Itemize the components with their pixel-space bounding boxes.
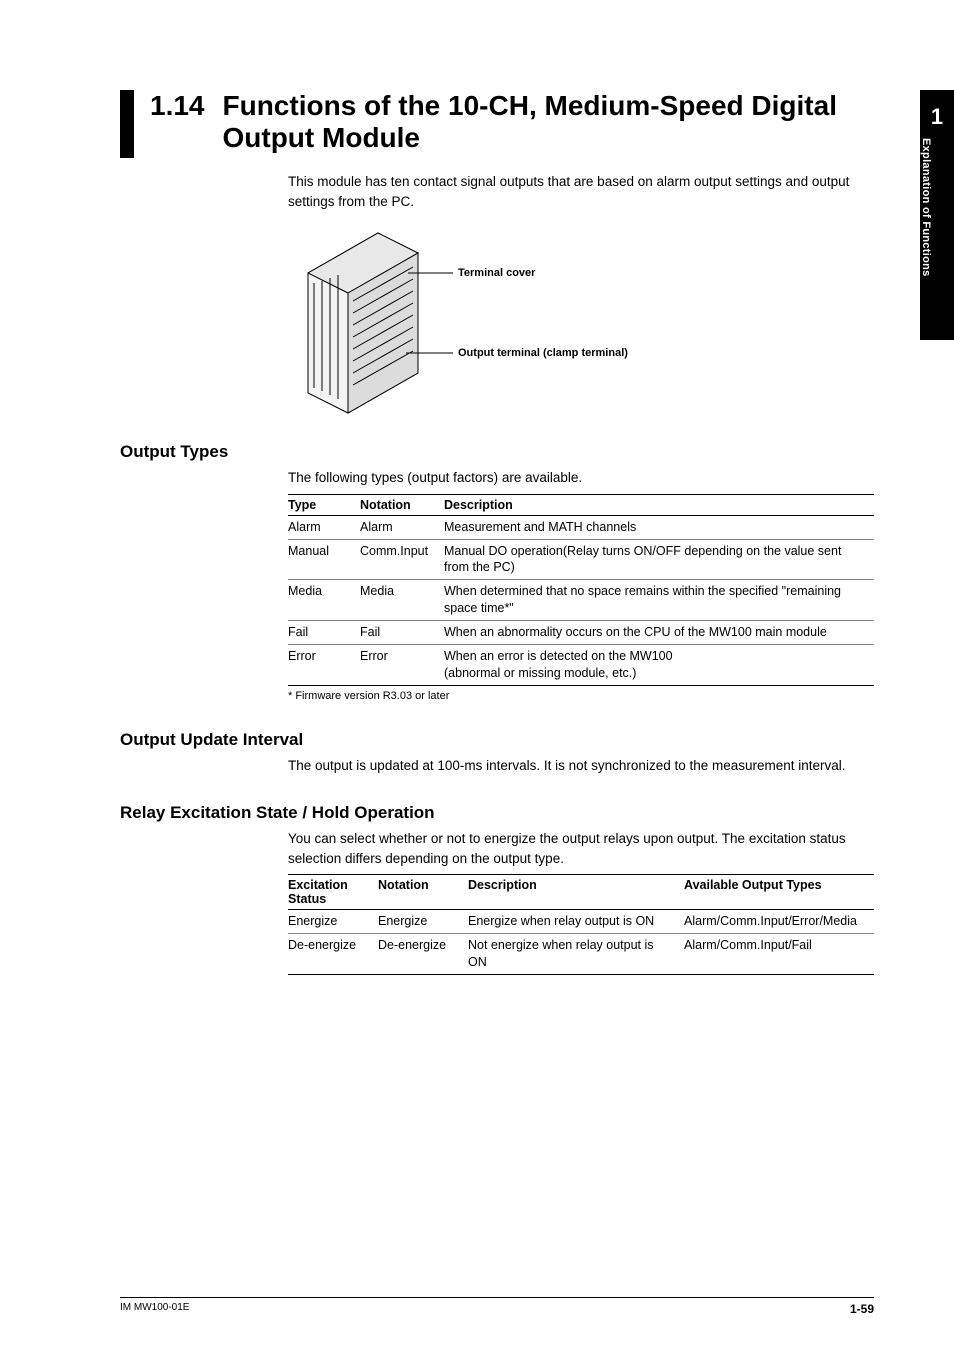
footer-page-number: 1-59 <box>850 1302 874 1316</box>
table-cell: Alarm <box>360 515 444 539</box>
table-row: EnergizeEnergizeEnergize when relay outp… <box>288 910 874 934</box>
th-notation: Notation <box>360 494 444 515</box>
table-cell: Energize <box>288 910 378 934</box>
relay-table: Excitation Status Notation Description A… <box>288 874 874 975</box>
table-cell: Measurement and MATH channels <box>444 515 874 539</box>
output-types-footnote: * Firmware version R3.03 or later <box>288 690 874 702</box>
table-cell: De-energize <box>288 934 378 975</box>
module-svg <box>288 223 488 418</box>
table-cell: Error <box>288 644 360 685</box>
heading-relay: Relay Excitation State / Hold Operation <box>120 803 874 823</box>
table-cell: Not energize when relay output is ON <box>468 934 684 975</box>
th-notation2: Notation <box>378 875 468 910</box>
table-cell: De-energize <box>378 934 468 975</box>
table-cell: Media <box>288 580 360 621</box>
table-row: ManualComm.InputManual DO operation(Rela… <box>288 539 874 580</box>
relay-lead: You can select whether or not to energiz… <box>288 829 874 868</box>
table-cell: When an error is detected on the MW100 (… <box>444 644 874 685</box>
table-row: ErrorErrorWhen an error is detected on t… <box>288 644 874 685</box>
table-cell: Alarm/Comm.Input/Fail <box>684 934 874 975</box>
page-body: 1.14 Functions of the 10-CH, Medium-Spee… <box>0 0 954 1350</box>
table-cell: Media <box>360 580 444 621</box>
th-available: Available Output Types <box>684 875 874 910</box>
table-cell: Manual <box>288 539 360 580</box>
table-cell: Comm.Input <box>360 539 444 580</box>
table-cell: Alarm/Comm.Input/Error/Media <box>684 910 874 934</box>
diagram-label-output-terminal: Output terminal (clamp terminal) <box>458 347 628 359</box>
table-cell: When an abnormality occurs on the CPU of… <box>444 621 874 645</box>
section-number: 1.14 <box>150 90 205 122</box>
table-cell: Energize <box>378 910 468 934</box>
footer-doc-id: IM MW100-01E <box>120 1302 189 1316</box>
table-cell: Manual DO operation(Relay turns ON/OFF d… <box>444 539 874 580</box>
table-cell: When determined that no space remains wi… <box>444 580 874 621</box>
th-description2: Description <box>468 875 684 910</box>
heading-update-interval: Output Update Interval <box>120 730 874 750</box>
table-cell: Error <box>360 644 444 685</box>
page-footer: IM MW100-01E 1-59 <box>120 1297 874 1316</box>
section-heading: 1.14 Functions of the 10-CH, Medium-Spee… <box>120 90 874 158</box>
section-intro: This module has ten contact signal outpu… <box>288 172 874 211</box>
table-row: MediaMediaWhen determined that no space … <box>288 580 874 621</box>
section-bar <box>120 90 134 158</box>
output-types-table: Type Notation Description AlarmAlarmMeas… <box>288 494 874 686</box>
diagram-label-terminal-cover: Terminal cover <box>458 267 535 279</box>
th-excitation: Excitation Status <box>288 875 378 910</box>
update-interval-body: The output is updated at 100-ms interval… <box>288 756 874 776</box>
table-row: De-energizeDe-energizeNot energize when … <box>288 934 874 975</box>
section-title: Functions of the 10-CH, Medium-Speed Dig… <box>223 90 875 154</box>
table-row: AlarmAlarmMeasurement and MATH channels <box>288 515 874 539</box>
table-cell: Alarm <box>288 515 360 539</box>
table-row: FailFailWhen an abnormality occurs on th… <box>288 621 874 645</box>
table-cell: Energize when relay output is ON <box>468 910 684 934</box>
th-description: Description <box>444 494 874 515</box>
heading-output-types: Output Types <box>120 442 874 462</box>
output-types-lead: The following types (output factors) are… <box>288 468 874 488</box>
module-diagram: Terminal cover Output terminal (clamp te… <box>288 223 668 418</box>
table-cell: Fail <box>360 621 444 645</box>
th-type: Type <box>288 494 360 515</box>
table-cell: Fail <box>288 621 360 645</box>
